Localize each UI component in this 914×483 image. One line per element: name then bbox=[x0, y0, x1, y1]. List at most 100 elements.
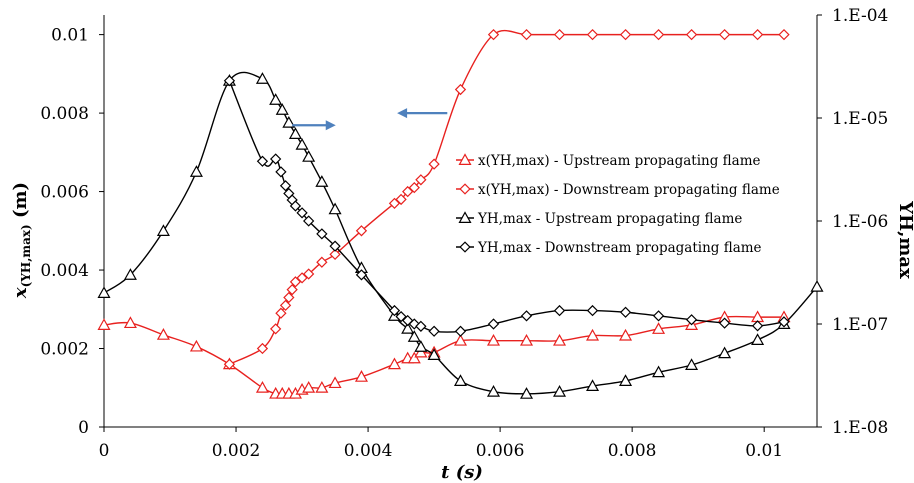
series-1-point bbox=[486, 333, 501, 346]
y-right-tick-label: 1.E-08 bbox=[832, 418, 888, 438]
series-4-line bbox=[228, 80, 785, 333]
y-right-tick-label: 1.E-05 bbox=[832, 109, 888, 129]
series-2-point bbox=[520, 28, 533, 41]
series-1-line bbox=[103, 315, 784, 395]
series-1-point bbox=[328, 376, 342, 389]
y-right-tick-label: 1.E-07 bbox=[832, 315, 888, 335]
series-3-point bbox=[295, 138, 309, 150]
series-3-point bbox=[685, 358, 699, 370]
series-4-point bbox=[718, 317, 731, 329]
legend-swatch-marker bbox=[459, 241, 471, 253]
series-2-point bbox=[283, 291, 295, 304]
series-2-point bbox=[286, 284, 298, 296]
series-3-point bbox=[302, 150, 316, 162]
series-1-point bbox=[156, 328, 170, 340]
series-1-point bbox=[387, 357, 402, 370]
legend-swatch-marker bbox=[459, 183, 471, 195]
y-axis-left-title-sub: (YH,max) bbox=[19, 224, 33, 287]
series-4-point bbox=[619, 306, 632, 318]
x-tick-label: 0.002 bbox=[212, 441, 261, 461]
series-4-point bbox=[520, 310, 533, 322]
series-3-point bbox=[275, 103, 289, 115]
series-1-point bbox=[407, 351, 421, 364]
y-left-tick-label: 0.006 bbox=[40, 183, 89, 203]
series-4-point bbox=[279, 180, 292, 192]
series-3-point bbox=[282, 115, 296, 128]
legend: x(YH,max) - Upstream propagating flame x(… bbox=[456, 153, 780, 256]
series-4-point bbox=[395, 310, 407, 323]
legend-item-1: x(YH,max) - Upstream propagating flame bbox=[456, 153, 761, 169]
series-2-point bbox=[415, 174, 427, 186]
series-3-point bbox=[810, 280, 824, 292]
series-4-point bbox=[329, 240, 341, 252]
series-4-point bbox=[553, 304, 566, 317]
series-3-point bbox=[328, 202, 342, 215]
series-2-point bbox=[408, 181, 420, 194]
legend-label: YH,max - Downstream propagating flame bbox=[477, 240, 762, 256]
series-1-point bbox=[189, 339, 203, 352]
legend-swatch-marker bbox=[458, 153, 472, 165]
series-1-point bbox=[553, 333, 567, 346]
series-2-point bbox=[619, 28, 632, 41]
y-left-tick-label: 0.008 bbox=[40, 104, 89, 124]
series-2-point bbox=[751, 28, 764, 41]
series-3-point bbox=[288, 127, 302, 139]
annotation-arrow-head bbox=[397, 108, 408, 119]
series-1-point bbox=[354, 370, 368, 382]
series-4-point bbox=[316, 228, 328, 240]
y-left-tick-label: 0.002 bbox=[40, 340, 89, 360]
series-4-point bbox=[402, 314, 414, 327]
series-3-point bbox=[652, 365, 666, 378]
y-axis-left-title-main: x bbox=[10, 287, 31, 299]
series-2-point bbox=[652, 28, 665, 41]
annotation-layer bbox=[292, 108, 448, 131]
series-4-point bbox=[256, 155, 269, 167]
series-2-point bbox=[553, 28, 566, 41]
series-1-point bbox=[414, 345, 428, 358]
axes-layer: 0 0.002 0.004 0.006 0.008 0.01 0 0.002 0.004 0.00… bbox=[40, 6, 888, 461]
series-2 bbox=[223, 28, 790, 370]
series-4-point bbox=[487, 318, 500, 330]
x-axis-title: t (s) bbox=[441, 462, 483, 483]
series-2-point bbox=[329, 248, 341, 261]
series-4-point bbox=[652, 310, 665, 322]
annotation-arrow-head bbox=[325, 120, 336, 131]
series-3-point bbox=[407, 330, 421, 342]
series-2-point bbox=[275, 307, 287, 319]
legend-label: YH,max - Upstream propagating flame bbox=[477, 211, 742, 227]
series-2-point bbox=[685, 28, 698, 41]
series-1-point bbox=[315, 381, 329, 393]
series-2-point bbox=[296, 272, 308, 284]
series-2-point bbox=[778, 28, 790, 41]
series-2-point bbox=[428, 158, 440, 170]
series-4-point bbox=[223, 75, 236, 87]
series-4-point bbox=[388, 304, 401, 317]
series-2-point bbox=[454, 83, 467, 96]
annotation-arrow-left bbox=[397, 108, 448, 119]
series-4-point bbox=[751, 320, 764, 332]
series-3-point bbox=[255, 72, 269, 84]
series-4-point bbox=[355, 269, 368, 281]
series-4-point bbox=[303, 215, 315, 227]
series-3-point bbox=[718, 346, 732, 359]
series-1-point bbox=[302, 381, 316, 393]
series-1-point bbox=[453, 333, 468, 346]
y-right-tick-label: 1.E-04 bbox=[832, 6, 888, 26]
series-3-point bbox=[123, 268, 137, 280]
series-4 bbox=[223, 75, 790, 337]
series-2-point bbox=[289, 276, 302, 288]
series-2-point bbox=[402, 185, 414, 198]
y-axis-left-title-unit: (m) bbox=[10, 182, 31, 224]
y-left-tick-label: 0.01 bbox=[51, 26, 89, 46]
series-4-point bbox=[685, 314, 698, 326]
series-3-point bbox=[453, 374, 468, 386]
series-3-point bbox=[269, 93, 283, 105]
series-3-point bbox=[751, 333, 765, 345]
series-3-point bbox=[156, 224, 170, 236]
series-2-point bbox=[718, 28, 731, 41]
series-3-point bbox=[189, 165, 203, 177]
series-3-point bbox=[519, 387, 534, 399]
series-2-point bbox=[586, 28, 599, 41]
series-3-point bbox=[553, 384, 567, 397]
